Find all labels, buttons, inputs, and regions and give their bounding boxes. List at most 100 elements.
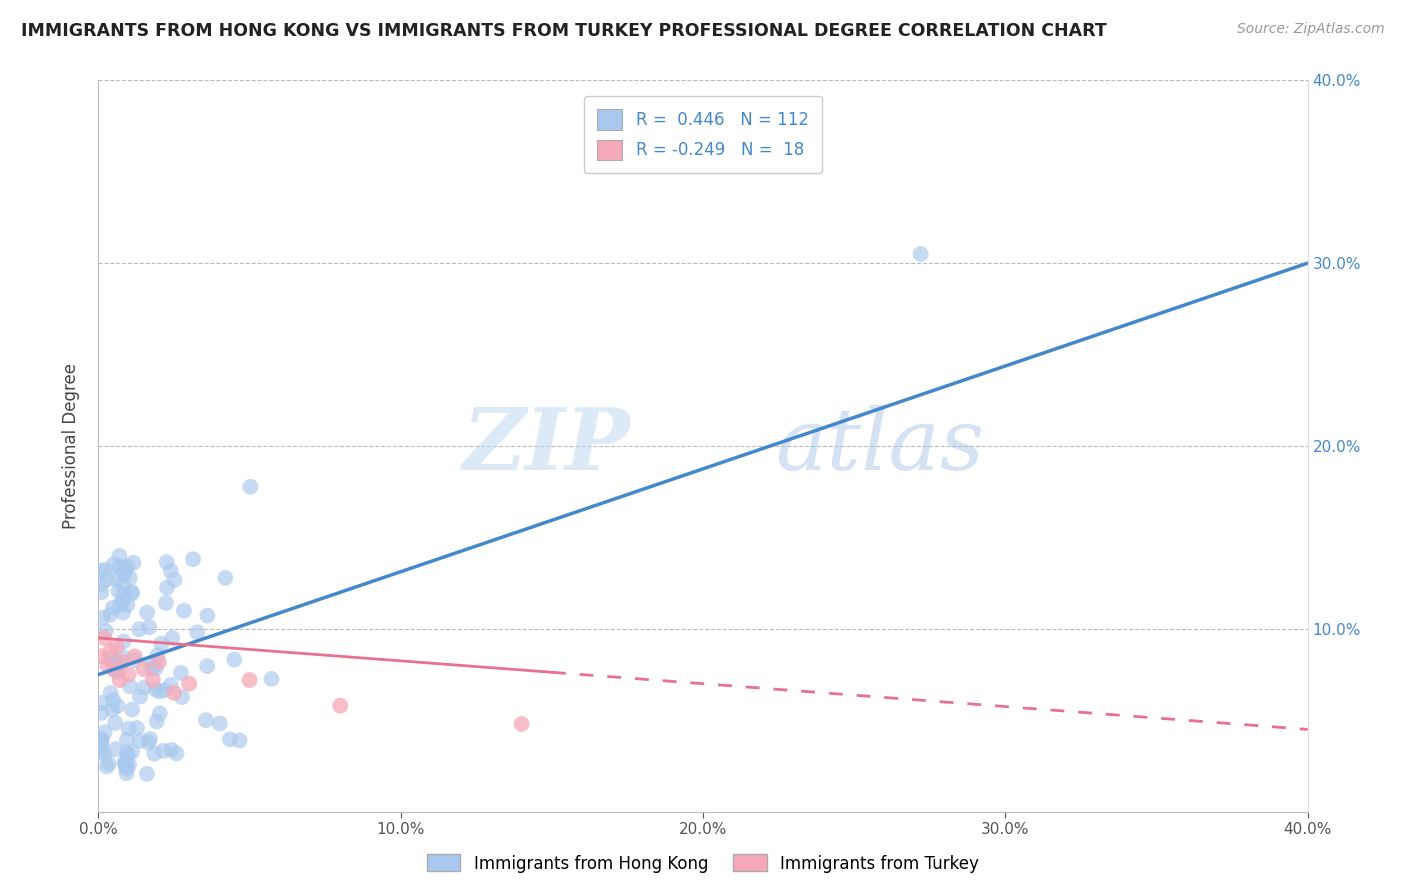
- Point: [194, 713, 217, 727]
- Point: [155, 596, 177, 610]
- Point: [148, 655, 170, 669]
- Point: [97, 756, 120, 771]
- Point: [152, 744, 174, 758]
- Point: [112, 606, 135, 620]
- Point: [138, 735, 160, 749]
- Point: [108, 560, 131, 574]
- Point: [186, 625, 208, 640]
- Point: [90, 744, 112, 758]
- Point: [121, 745, 143, 759]
- Point: [112, 567, 135, 582]
- Point: [107, 665, 129, 679]
- Point: [111, 594, 134, 608]
- Point: [94, 624, 117, 638]
- Point: [138, 620, 160, 634]
- Point: [104, 653, 127, 667]
- Point: [195, 659, 218, 673]
- Point: [163, 686, 186, 700]
- Point: [90, 564, 112, 578]
- Point: [132, 662, 155, 676]
- Point: [136, 767, 159, 781]
- Point: [173, 604, 195, 618]
- Point: [96, 573, 118, 587]
- Text: atlas: atlas: [776, 405, 984, 487]
- Point: [115, 762, 138, 776]
- Point: [118, 679, 141, 693]
- Point: [108, 657, 131, 671]
- Point: [239, 673, 262, 687]
- Point: [208, 716, 231, 731]
- Point: [124, 653, 146, 667]
- Text: ZIP: ZIP: [463, 404, 630, 488]
- Point: [156, 555, 179, 569]
- Point: [117, 748, 139, 763]
- Point: [108, 673, 131, 687]
- Point: [179, 676, 201, 690]
- Point: [143, 747, 166, 761]
- Legend: Immigrants from Hong Kong, Immigrants from Turkey: Immigrants from Hong Kong, Immigrants fr…: [420, 847, 986, 880]
- Point: [128, 623, 150, 637]
- Point: [129, 734, 152, 748]
- Point: [94, 725, 117, 739]
- Point: [125, 721, 148, 735]
- Point: [117, 722, 139, 736]
- Point: [197, 608, 219, 623]
- Text: IMMIGRANTS FROM HONG KONG VS IMMIGRANTS FROM TURKEY PROFESSIONAL DEGREE CORRELAT: IMMIGRANTS FROM HONG KONG VS IMMIGRANTS …: [21, 22, 1107, 40]
- Point: [163, 573, 186, 587]
- Point: [224, 653, 246, 667]
- Point: [149, 706, 172, 721]
- Point: [124, 649, 146, 664]
- Point: [117, 598, 139, 612]
- Point: [115, 766, 138, 780]
- Point: [101, 693, 124, 707]
- Point: [103, 662, 125, 676]
- Point: [115, 732, 138, 747]
- Point: [101, 703, 124, 717]
- Point: [112, 634, 135, 648]
- Point: [153, 683, 176, 698]
- Point: [146, 648, 169, 663]
- Point: [101, 600, 124, 615]
- Point: [98, 607, 121, 622]
- Point: [96, 658, 118, 673]
- Point: [90, 649, 112, 664]
- Point: [121, 585, 143, 599]
- Point: [260, 672, 283, 686]
- Point: [111, 655, 134, 669]
- Point: [94, 747, 117, 762]
- Point: [145, 714, 167, 729]
- Point: [103, 557, 125, 571]
- Point: [170, 690, 193, 705]
- Point: [181, 552, 204, 566]
- Point: [150, 637, 173, 651]
- Point: [111, 649, 134, 664]
- Point: [118, 667, 141, 681]
- Point: [122, 556, 145, 570]
- Point: [114, 756, 136, 771]
- Point: [162, 631, 184, 645]
- Point: [90, 706, 112, 720]
- Point: [239, 480, 262, 494]
- Point: [160, 743, 183, 757]
- Point: [145, 682, 167, 697]
- Y-axis label: Professional Degree: Professional Degree: [62, 363, 80, 529]
- Point: [90, 739, 112, 753]
- Point: [93, 631, 115, 645]
- Point: [91, 696, 114, 710]
- Point: [104, 715, 127, 730]
- Point: [121, 587, 143, 601]
- Point: [114, 758, 136, 772]
- Point: [105, 640, 128, 655]
- Point: [108, 549, 131, 563]
- Legend: R =  0.446   N = 112, R = -0.249   N =  18: R = 0.446 N = 112, R = -0.249 N = 18: [583, 96, 823, 173]
- Point: [107, 698, 129, 713]
- Point: [91, 610, 114, 624]
- Point: [94, 563, 117, 577]
- Point: [159, 564, 181, 578]
- Point: [100, 686, 122, 700]
- Point: [104, 742, 127, 756]
- Point: [98, 652, 121, 666]
- Point: [121, 703, 143, 717]
- Point: [100, 644, 122, 658]
- Point: [90, 577, 112, 591]
